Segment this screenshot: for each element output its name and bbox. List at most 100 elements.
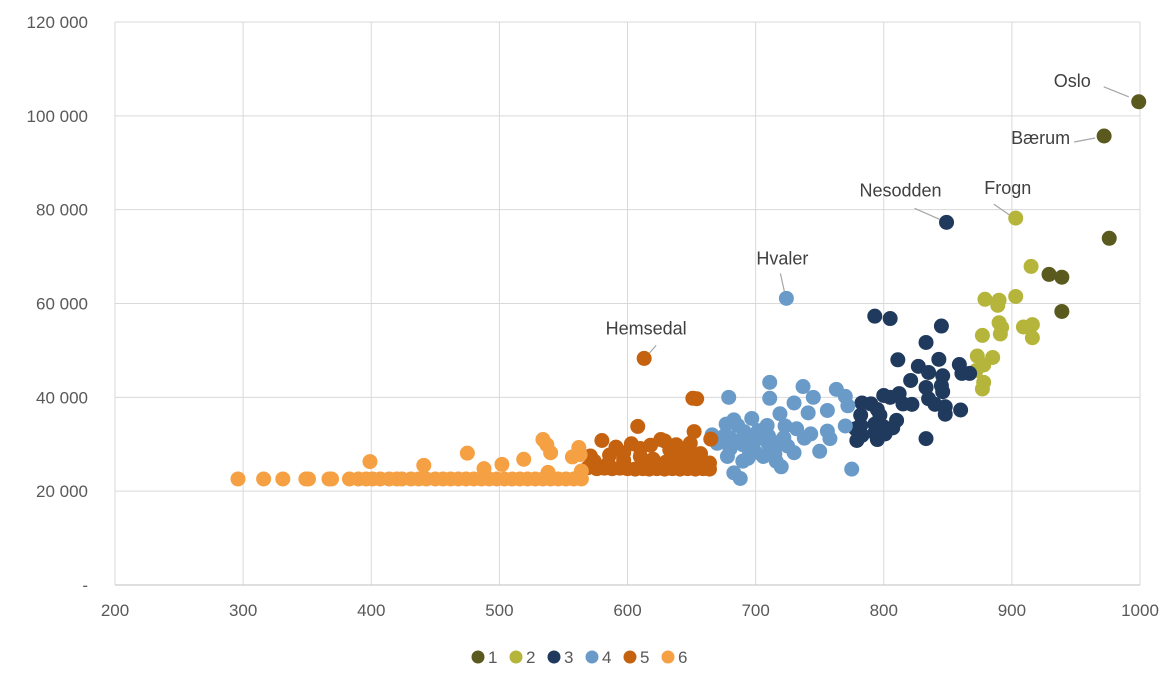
- data-point: [1023, 258, 1039, 274]
- data-point: [918, 334, 934, 350]
- data-point: [778, 290, 794, 306]
- legend-marker: [471, 650, 485, 664]
- x-tick-label: 500: [485, 601, 513, 620]
- data-point: [755, 448, 771, 464]
- data-point: [718, 416, 734, 432]
- data-point: [796, 430, 812, 446]
- legend-marker: [585, 650, 599, 664]
- y-tick-label: 20 000: [36, 482, 88, 501]
- x-tick-label: 600: [613, 601, 641, 620]
- data-point: [795, 379, 811, 395]
- data-point: [935, 384, 951, 400]
- data-point: [1054, 303, 1070, 319]
- data-point: [840, 398, 856, 414]
- data-point: [630, 418, 646, 434]
- data-point: [1096, 128, 1112, 144]
- data-point: [882, 311, 898, 327]
- data-point: [721, 389, 737, 405]
- data-point: [822, 431, 838, 447]
- data-point: [786, 395, 802, 411]
- data-point: [939, 214, 955, 230]
- data-point: [636, 350, 652, 366]
- series-3: [848, 214, 978, 448]
- y-tick-label: 60 000: [36, 295, 88, 314]
- data-point: [918, 379, 934, 395]
- annotation-leader-line: [993, 203, 1011, 216]
- data-point: [819, 402, 835, 418]
- data-point: [594, 432, 610, 448]
- data-point: [1041, 266, 1057, 282]
- data-point: [300, 471, 316, 487]
- grid-layer: [114, 21, 1141, 585]
- data-point: [974, 381, 990, 397]
- data-point: [632, 448, 648, 464]
- points-layer: [230, 94, 1147, 487]
- legend-item-2: 2: [509, 648, 535, 667]
- data-point: [853, 407, 869, 423]
- legend-item-4: 4: [585, 648, 611, 667]
- data-point: [903, 372, 919, 388]
- x-tick-label: 400: [357, 601, 385, 620]
- data-point: [702, 461, 717, 477]
- x-tick-label: 900: [998, 601, 1026, 620]
- data-point: [744, 410, 760, 426]
- data-point: [703, 431, 719, 447]
- data-point: [762, 374, 778, 390]
- data-point: [1054, 269, 1070, 285]
- data-point: [230, 471, 246, 487]
- data-point: [837, 418, 853, 434]
- x-tick-label: 700: [741, 601, 769, 620]
- data-point: [990, 297, 1006, 313]
- data-point: [256, 471, 272, 487]
- data-point: [1131, 94, 1147, 110]
- annotation-leader-line: [1103, 86, 1129, 98]
- data-point: [904, 396, 920, 412]
- data-point: [867, 308, 883, 324]
- y-tick-label: 100 000: [27, 107, 88, 126]
- data-point: [918, 431, 934, 447]
- data-point: [849, 432, 865, 448]
- data-point: [732, 470, 748, 486]
- data-point: [844, 461, 860, 477]
- data-point: [931, 351, 947, 367]
- data-point: [416, 457, 432, 473]
- y-tick-label: 40 000: [36, 388, 88, 407]
- legend-item-6: 6: [661, 648, 687, 667]
- data-point: [572, 467, 588, 483]
- annotation-label: Nesodden: [859, 180, 941, 200]
- data-point: [890, 352, 906, 368]
- axis-layer: 200 300 400 500 600 700 800 900 1000 - 20 000 40 00…: [27, 13, 1159, 620]
- annotation-leader-line: [914, 207, 940, 220]
- data-point: [362, 454, 378, 470]
- legend-label: 2: [526, 648, 535, 667]
- data-point: [459, 445, 475, 461]
- annotation-label: Frogn: [984, 178, 1031, 198]
- data-point: [275, 471, 291, 487]
- y-tick-label: -: [82, 576, 88, 595]
- data-point: [494, 456, 510, 472]
- data-point: [800, 405, 816, 421]
- data-point: [689, 391, 705, 407]
- data-point: [1008, 210, 1024, 226]
- legend-item-5: 5: [623, 648, 649, 667]
- legend-marker: [661, 650, 675, 664]
- legend-marker: [509, 650, 523, 664]
- series-1: [1041, 94, 1147, 319]
- data-point: [921, 364, 937, 380]
- data-point: [933, 318, 949, 334]
- data-point: [1008, 288, 1024, 304]
- data-point: [882, 389, 898, 405]
- x-tick-label: 1000: [1121, 601, 1159, 620]
- data-point: [937, 406, 953, 422]
- data-point: [719, 448, 735, 464]
- data-point: [540, 464, 556, 480]
- annotations-layer: Oslo Bærum Frogn Nesodden Hvaler Hemsedal: [606, 71, 1129, 354]
- data-point: [974, 327, 990, 343]
- series-5: [580, 350, 719, 477]
- annotation-leader-line: [1074, 137, 1096, 143]
- data-point: [772, 406, 788, 422]
- data-point: [962, 365, 978, 381]
- data-point: [977, 291, 993, 307]
